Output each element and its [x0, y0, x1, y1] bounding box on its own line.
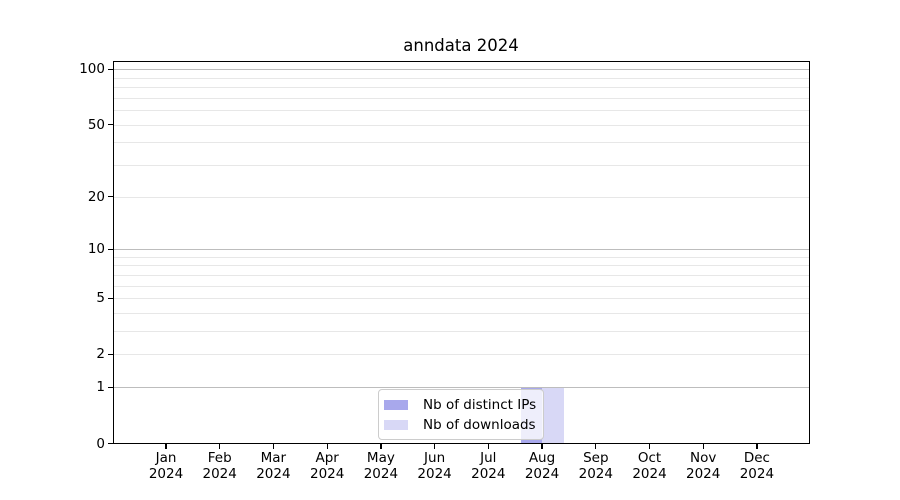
y-gridline-major [113, 69, 810, 71]
y-tick-label: 5 [96, 290, 105, 307]
y-gridline-minor [113, 298, 810, 300]
x-tick [756, 443, 758, 449]
y-gridline-minor [113, 124, 810, 126]
x-tick-label: Jun 2024 [417, 449, 452, 483]
x-tick [165, 443, 167, 449]
x-tick-label: Feb 2024 [202, 449, 237, 483]
y-gridline-minor [113, 196, 810, 198]
x-tick [326, 443, 328, 449]
y-gridline-minor [113, 331, 810, 333]
x-tick [595, 443, 597, 449]
y-tick-label: 2 [96, 346, 105, 363]
x-tick [702, 443, 704, 449]
x-tick-label: May 2024 [363, 449, 399, 483]
x-tick [648, 443, 651, 449]
legend-entry-downloads: Nb of downloads [384, 415, 538, 435]
x-tick-label: Oct 2024 [632, 449, 667, 483]
y-gridline-minor [113, 256, 810, 258]
x-tick [219, 443, 221, 449]
x-tick [272, 443, 275, 449]
x-tick [380, 443, 382, 449]
y-tick [108, 248, 113, 250]
y-gridline-minor [113, 142, 810, 144]
y-gridline-minor [113, 110, 810, 112]
chart-title: anndata 2024 [403, 36, 519, 55]
bar-downloads-aug [542, 387, 564, 444]
x-tick [541, 443, 543, 449]
distinct-ips-swatch-icon [384, 399, 408, 410]
y-gridline-minor [113, 265, 810, 267]
y-gridline-minor [113, 97, 810, 99]
x-tick-label: Dec 2024 [739, 449, 775, 483]
y-tick-label: 0 [96, 435, 105, 452]
y-tick [108, 68, 113, 70]
y-gridline-minor [113, 354, 810, 356]
x-tick-label: Jan 2024 [148, 449, 184, 483]
x-tick-label: Apr 2024 [310, 449, 345, 483]
y-tick-label: 1 [96, 379, 105, 396]
x-tick-label: Aug 2024 [524, 449, 560, 483]
y-gridline-minor [113, 313, 810, 314]
plot-area [113, 61, 810, 444]
x-tick [434, 443, 436, 449]
x-tick-label: Nov 2024 [686, 449, 721, 483]
y-gridline-minor [113, 165, 810, 167]
y-tick [108, 124, 113, 126]
y-gridline-minor [113, 87, 810, 89]
x-tick-label: Jul 2024 [471, 449, 506, 483]
legend-label: Nb of downloads [423, 416, 536, 433]
downloads-swatch-icon [384, 419, 408, 430]
y-tick [108, 442, 113, 445]
y-tick-label: 100 [79, 61, 105, 78]
y-tick-label: 10 [87, 241, 105, 258]
y-gridline-minor [113, 285, 810, 287]
y-tick-label: 50 [87, 116, 105, 133]
x-tick-label: Mar 2024 [256, 449, 291, 483]
y-tick [108, 386, 113, 388]
y-gridline-minor [113, 77, 810, 79]
y-gridline-minor [113, 274, 810, 276]
x-tick-label: Sep 2024 [578, 449, 613, 483]
legend: Nb of distinct IPs Nb of downloads [378, 389, 544, 440]
y-tick [108, 353, 113, 356]
y-tick-label: 20 [87, 188, 105, 205]
x-tick [487, 443, 489, 449]
y-tick [108, 196, 113, 198]
y-gridline-major [113, 387, 810, 389]
y-gridline-major [113, 249, 810, 251]
legend-entry-distinct-ips: Nb of distinct IPs [384, 395, 538, 415]
y-tick [108, 297, 113, 299]
legend-label: Nb of distinct IPs [423, 396, 537, 413]
